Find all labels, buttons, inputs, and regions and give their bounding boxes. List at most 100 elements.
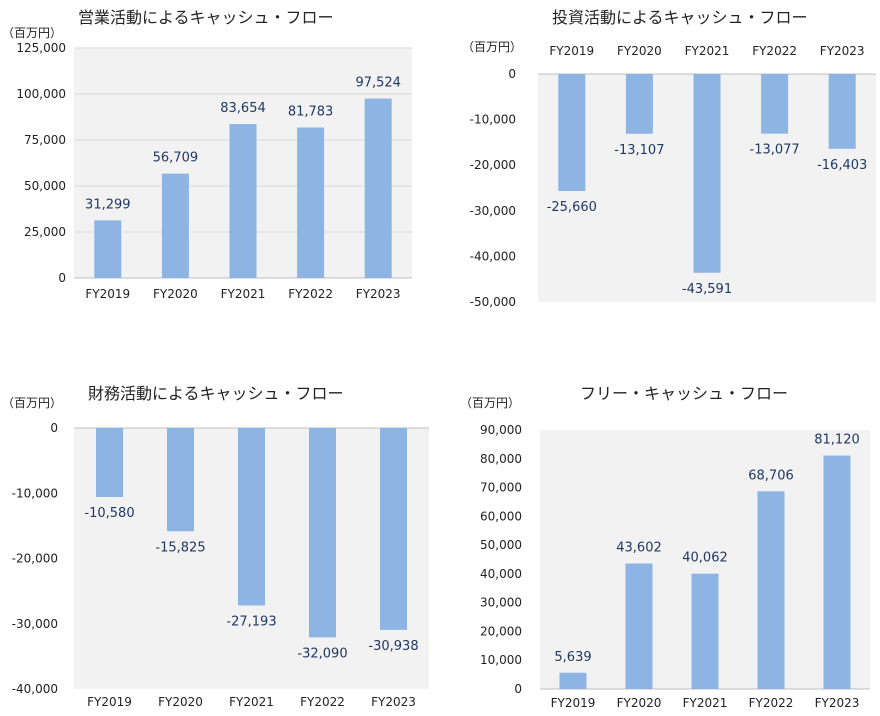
bar xyxy=(828,74,856,149)
bar xyxy=(309,428,336,638)
y-tick-label: 25,000 xyxy=(24,225,66,239)
chart-title: 営業活動によるキャッシュ・フロー xyxy=(78,8,334,27)
data-label: -13,077 xyxy=(750,143,800,158)
y-tick-label: 100,000 xyxy=(16,87,66,101)
bar xyxy=(558,74,586,192)
y-tick-label: 80,000 xyxy=(480,452,522,466)
y-tick-label: 40,000 xyxy=(480,567,522,581)
investing-cash-flow-chart: 投資活動によるキャッシュ・フロー （百万円） 0 -10,000 -20,000 -3… xyxy=(440,0,880,330)
y-tick-label: 30,000 xyxy=(480,596,522,610)
bar xyxy=(161,173,189,278)
y-tick-label: 20,000 xyxy=(480,624,522,638)
y-tick-label: -30,000 xyxy=(12,617,58,631)
bar xyxy=(297,127,325,278)
y-tick-label: 90,000 xyxy=(480,423,522,437)
bar xyxy=(167,428,194,532)
x-tick-label: FY2022 xyxy=(300,695,345,709)
x-tick-label: FY2023 xyxy=(820,44,865,58)
y-tick-label: 75,000 xyxy=(24,133,66,147)
x-tick-label: FY2019 xyxy=(87,695,132,709)
y-tick-label: -20,000 xyxy=(470,158,516,172)
x-tick-label: FY2019 xyxy=(549,44,594,58)
y-tick-label: -30,000 xyxy=(470,204,516,218)
bar xyxy=(364,98,392,278)
bar xyxy=(691,573,719,689)
x-tick-label: FY2021 xyxy=(683,696,728,710)
x-tick-label: FY2023 xyxy=(356,287,401,301)
x-tick-label: FY2023 xyxy=(371,695,416,709)
data-label: 68,706 xyxy=(748,468,794,483)
x-tick-label: FY2019 xyxy=(551,696,596,710)
data-label: 5,639 xyxy=(554,650,591,665)
data-label: -32,090 xyxy=(297,646,347,661)
y-tick-label: 0 xyxy=(50,421,58,435)
data-label: -27,193 xyxy=(226,614,276,629)
y-tick-label: -40,000 xyxy=(470,249,516,263)
data-label: -16,403 xyxy=(817,158,867,173)
bar xyxy=(823,455,851,689)
y-tick-label: -10,000 xyxy=(12,486,58,500)
bar xyxy=(94,220,122,278)
y-tick-label: 70,000 xyxy=(480,481,522,495)
operating-cash-flow-chart: 営業活動によるキャッシュ・フロー （百万円） 0 25,000 50,000 75,0… xyxy=(0,0,440,330)
data-label: -25,660 xyxy=(547,200,597,215)
unit-label: （百万円） xyxy=(2,396,63,410)
chart-canvas: 0 10,000 20,000 30,000 40,000 50,000 60,000 70,… xyxy=(480,423,870,710)
bar xyxy=(96,428,123,498)
data-label: 40,062 xyxy=(682,551,728,566)
data-label: 56,709 xyxy=(153,151,199,166)
unit-label: （百万円） xyxy=(2,26,63,40)
y-tick-label: 50,000 xyxy=(24,179,66,193)
x-tick-label: FY2020 xyxy=(158,695,203,709)
bar xyxy=(757,491,785,689)
unit-label: （百万円） xyxy=(462,40,523,54)
bar xyxy=(625,74,653,134)
chart-title: 投資活動によるキャッシュ・フロー xyxy=(552,8,808,27)
y-tick-label: 0 xyxy=(514,682,522,696)
y-tick-label: -40,000 xyxy=(12,682,58,696)
x-tick-label: FY2022 xyxy=(288,287,333,301)
y-tick-label: 50,000 xyxy=(480,538,522,552)
x-tick-label: FY2022 xyxy=(752,44,797,58)
data-label: -43,591 xyxy=(682,282,732,297)
y-tick-label: 10,000 xyxy=(480,653,522,667)
chart-canvas: 0 -10,000 -20,000 -30,000 -40,000 -10,580 FY20… xyxy=(12,421,429,709)
chart-canvas: 0 25,000 50,000 75,000 100,000 125,000 31,299 F… xyxy=(16,41,412,301)
bar xyxy=(559,672,587,689)
data-label: -30,938 xyxy=(368,639,418,654)
bar xyxy=(238,428,265,606)
y-tick-label: -20,000 xyxy=(12,552,58,566)
data-label: -15,825 xyxy=(155,540,205,555)
chart-title: 財務活動によるキャッシュ・フロー xyxy=(88,384,344,403)
y-tick-label: -50,000 xyxy=(470,295,516,309)
data-label: 83,654 xyxy=(220,101,266,116)
x-tick-label: FY2020 xyxy=(617,696,662,710)
data-label: -10,580 xyxy=(84,506,134,521)
x-tick-label: FY2020 xyxy=(153,287,198,301)
x-tick-label: FY2020 xyxy=(617,44,662,58)
bar xyxy=(380,428,407,630)
chart-canvas: 0 -10,000 -20,000 -30,000 -40,000 -50,000 -25,… xyxy=(470,44,876,309)
x-tick-label: FY2021 xyxy=(685,44,730,58)
data-label: 81,120 xyxy=(814,433,860,448)
bar xyxy=(693,74,721,273)
x-tick-label: FY2021 xyxy=(221,287,266,301)
y-tick-label: 0 xyxy=(58,271,66,285)
y-tick-label: -10,000 xyxy=(470,113,516,127)
unit-label: （百万円） xyxy=(460,396,521,410)
y-tick-label: 125,000 xyxy=(16,41,66,55)
bar xyxy=(625,563,653,689)
x-tick-label: FY2023 xyxy=(815,696,860,710)
financing-cash-flow-chart: 財務活動によるキャッシュ・フロー （百万円） 0 -10,000 -20,000 -3… xyxy=(0,358,440,716)
bar xyxy=(761,74,789,134)
x-tick-label: FY2019 xyxy=(85,287,130,301)
bar xyxy=(229,124,257,279)
data-label: 43,602 xyxy=(616,541,662,556)
data-label: -13,107 xyxy=(614,143,664,158)
chart-title: フリー・キャッシュ・フロー xyxy=(580,384,789,403)
data-label: 81,783 xyxy=(288,105,334,120)
x-tick-label: FY2022 xyxy=(749,696,794,710)
data-label: 97,524 xyxy=(355,76,401,91)
data-label: 31,299 xyxy=(85,197,131,212)
x-tick-label: FY2021 xyxy=(229,695,274,709)
